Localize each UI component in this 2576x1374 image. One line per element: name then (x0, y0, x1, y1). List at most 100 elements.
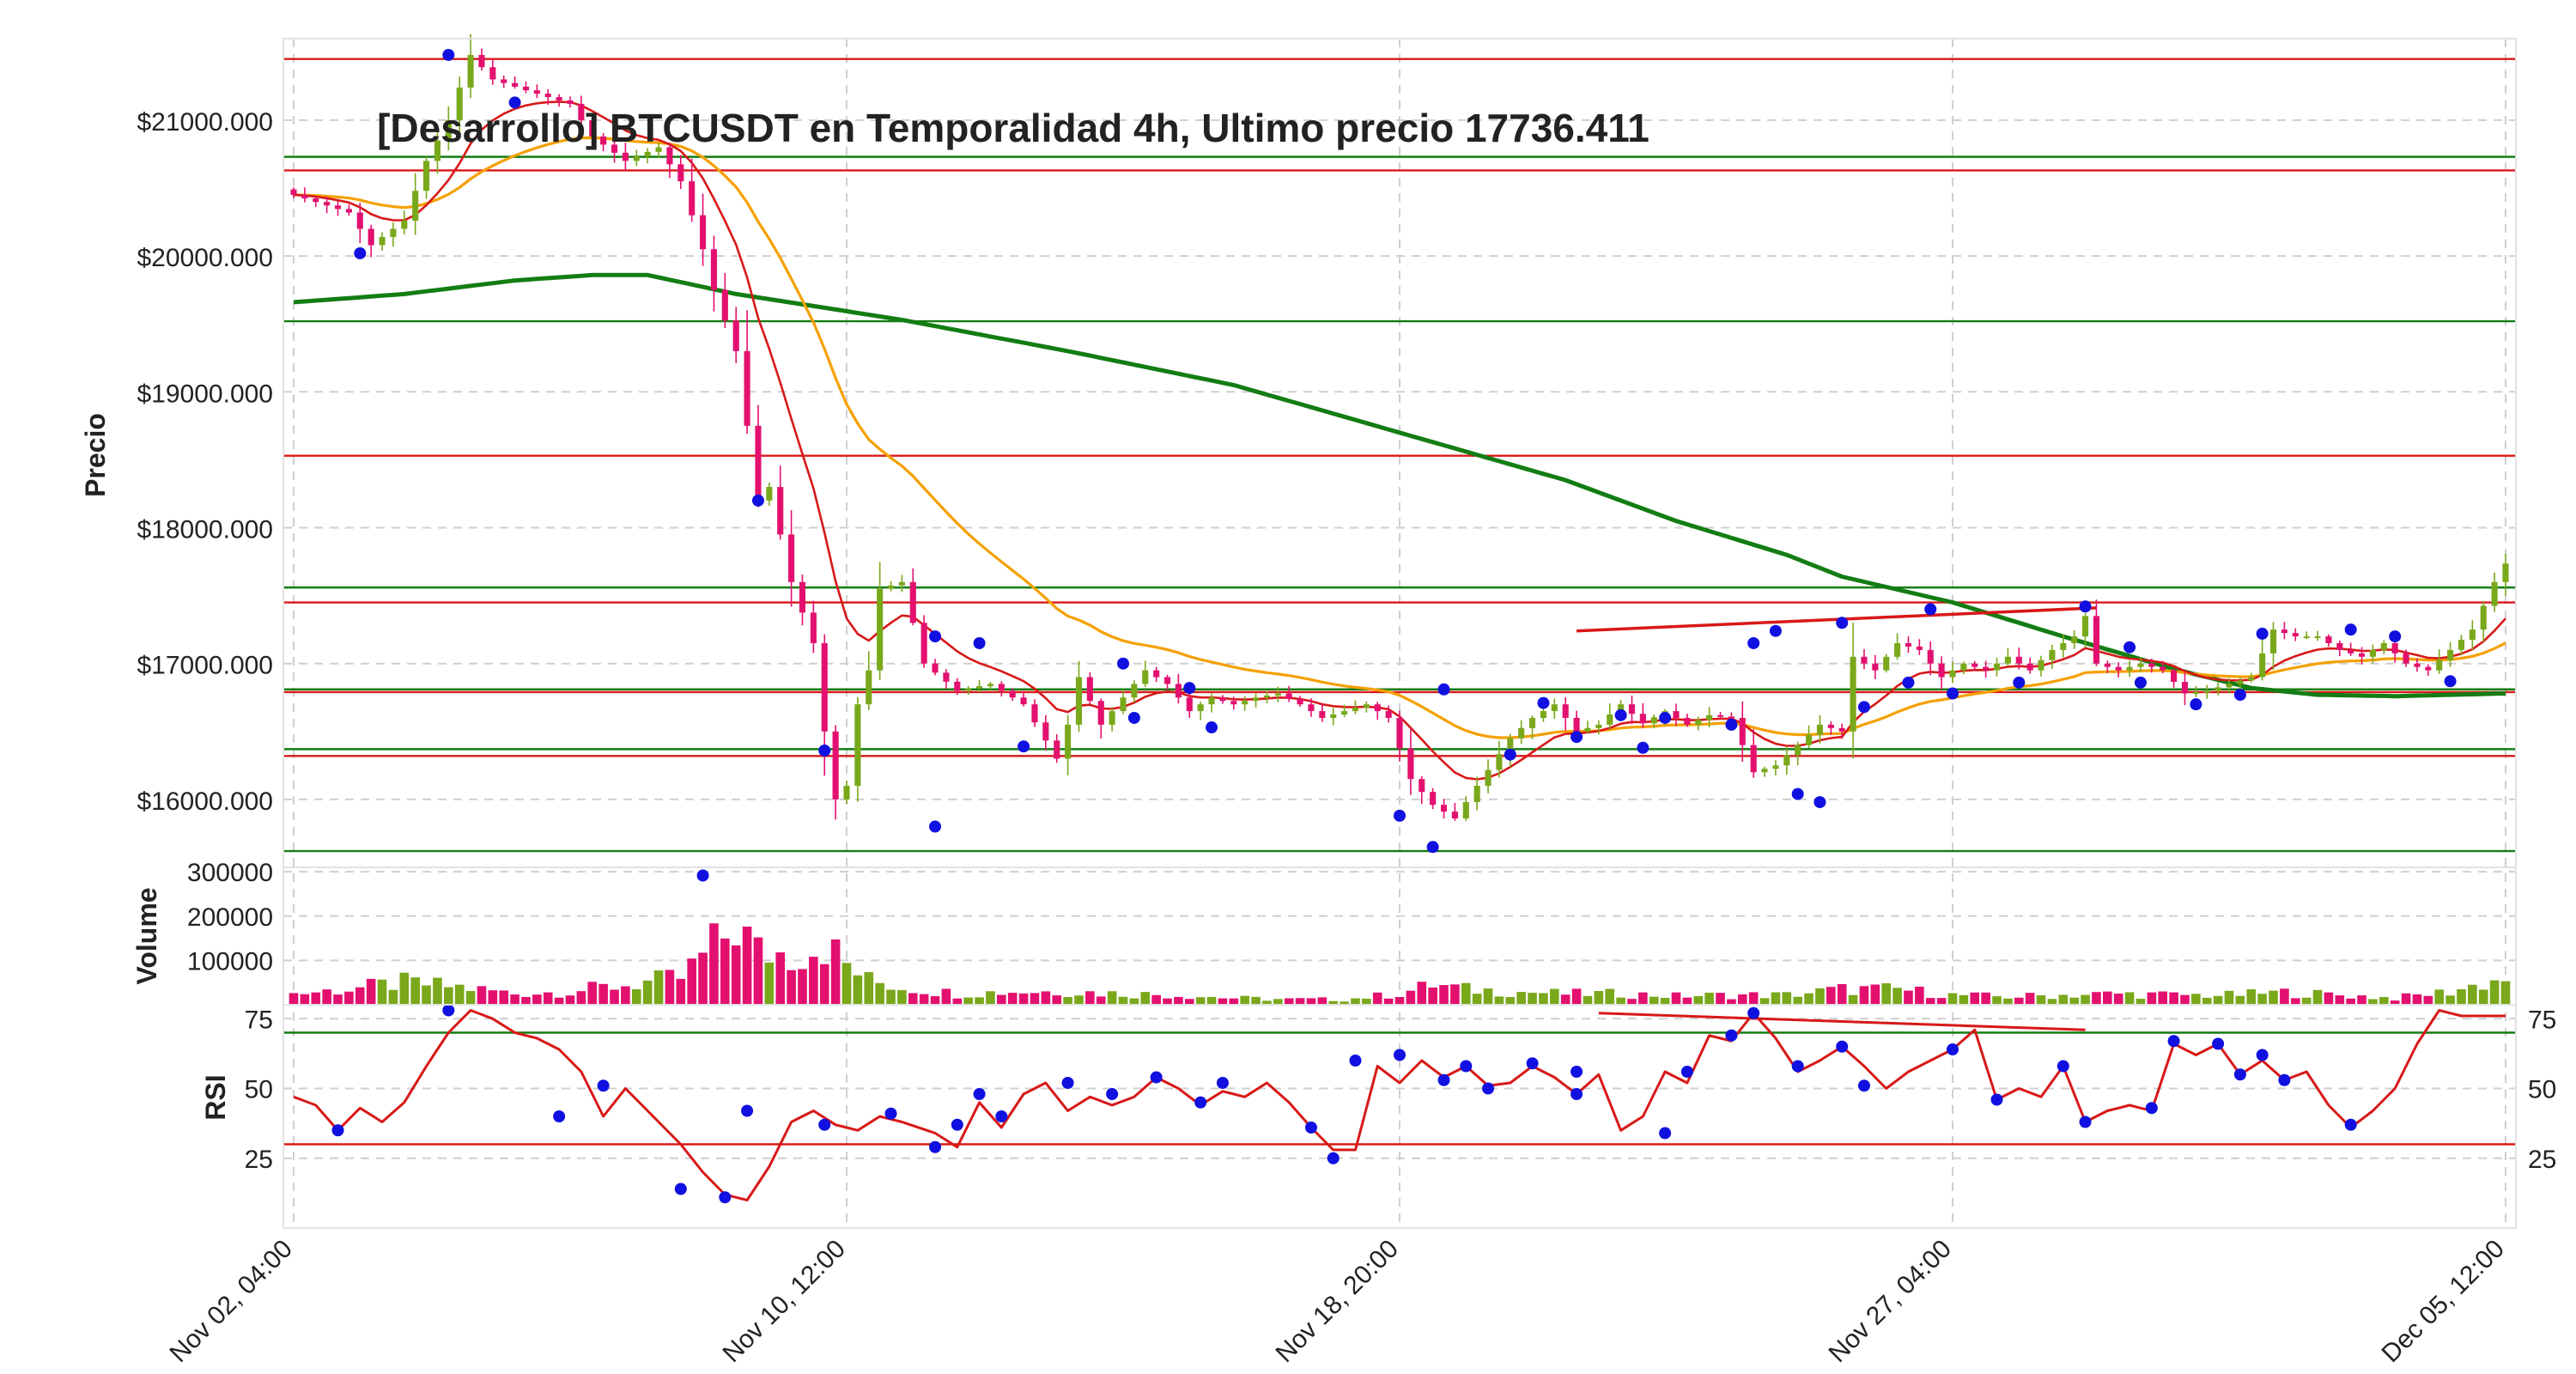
candle-body (423, 161, 430, 192)
candle-body (1628, 704, 1636, 714)
volume-bar (1925, 998, 1935, 1005)
price-tick-label: $16000.000 (137, 787, 274, 816)
candle-up (1584, 720, 1591, 734)
volume-bar (864, 972, 874, 1005)
volume-bar (1151, 994, 1161, 1005)
candle-up (2237, 677, 2244, 691)
volume-bar (1671, 992, 1681, 1005)
volume-bar (1163, 998, 1172, 1005)
volume-bar (819, 964, 829, 1005)
pivot-low-point (1127, 711, 1140, 724)
candle-down (1219, 695, 1226, 704)
candle-up (2436, 648, 2443, 674)
candle-body (854, 704, 861, 787)
pivot-high-point (2079, 600, 2092, 613)
pivot-high-point (2123, 641, 2136, 654)
volume-bar (775, 952, 786, 1005)
rsi-pivot-high-point (2256, 1049, 2269, 1061)
candle-body (1684, 717, 1691, 725)
pivot-low-point (1394, 809, 1406, 822)
candle-body (1219, 697, 1226, 702)
candle-body (501, 79, 507, 83)
candle-body (810, 612, 817, 643)
candle-body (1949, 670, 1956, 678)
candle-body (866, 670, 872, 705)
candle-down (2104, 660, 2111, 673)
volume-bar (499, 990, 509, 1005)
volume-bar (798, 969, 807, 1005)
volume-bar (908, 993, 918, 1005)
rsi-pivot-low-point (951, 1118, 963, 1131)
candle-body (2314, 636, 2321, 639)
candle-up (1341, 704, 1348, 717)
candle-up (445, 106, 452, 151)
pivot-low-point (1571, 731, 1583, 744)
candle-down (522, 81, 530, 94)
candle-down (589, 118, 596, 142)
volume-bar (410, 977, 420, 1005)
volume-bar (2500, 981, 2511, 1005)
candle-up (1706, 707, 1713, 727)
candle-body (1551, 704, 1558, 712)
candle-up (2192, 685, 2199, 697)
pivot-low-point (1206, 721, 1218, 734)
candle-body (556, 97, 562, 100)
volume-bar (1782, 992, 1792, 1005)
pivot-low-point (929, 820, 942, 833)
volume-bar (2180, 994, 2190, 1005)
candle-up (1263, 690, 1270, 704)
candle-body (2359, 653, 2366, 657)
candle-body (1485, 769, 1492, 787)
volume-bar (731, 945, 741, 1005)
candle-down (1186, 690, 1193, 719)
candle-body (1086, 677, 1093, 702)
candle-body (1496, 754, 1503, 770)
volume-bar (2169, 992, 2178, 1005)
volume-bar (1018, 993, 1029, 1005)
candle-down (544, 88, 551, 106)
volume-bar (1383, 998, 1394, 1005)
candle-body (1607, 714, 1613, 725)
volume-bar (1273, 999, 1283, 1005)
price-tick-label: $18000.000 (137, 516, 274, 544)
volume-bar (1893, 988, 1902, 1005)
rsi-pivot-high-point (1150, 1071, 1163, 1084)
candle-body (2348, 649, 2354, 654)
volume-bar (665, 970, 675, 1005)
volume-bar (2324, 992, 2334, 1005)
pivot-low-point (2190, 698, 2202, 711)
candle-up (2502, 553, 2509, 596)
candle-down (1086, 672, 1093, 704)
candle-body (898, 581, 905, 586)
candle-body (1042, 722, 1049, 741)
candle-body (2104, 663, 2111, 667)
candle-down (1407, 728, 1414, 795)
volume-bar (1362, 999, 1371, 1005)
candle-body (1772, 765, 1779, 769)
candle-up (1462, 795, 1469, 821)
volume-bar (2346, 998, 2355, 1005)
volume-bar (1915, 987, 1924, 1005)
candle-down (2171, 667, 2178, 688)
volume-bar (1306, 998, 1316, 1005)
volume-bar (1074, 995, 1084, 1005)
price-tick-label: $17000.000 (137, 652, 274, 680)
pivot-low-point (1947, 687, 1959, 700)
candle-body (700, 215, 707, 250)
candle-down (489, 58, 496, 85)
rsi-layer (283, 1009, 2516, 1201)
volume-bar (543, 992, 553, 1005)
pivot-low-point (2013, 676, 2026, 689)
candle-up (2071, 629, 2078, 649)
candle-body (1783, 755, 1790, 766)
volume-bar (621, 986, 630, 1005)
candle-body (2336, 642, 2343, 650)
volume-bar (997, 994, 1006, 1005)
volume-bar (388, 989, 398, 1005)
candle-down (567, 96, 574, 108)
rsi-pivot-low-point (1990, 1093, 2003, 1106)
volume-bar (2124, 992, 2135, 1005)
candle-body (290, 189, 297, 195)
pivot-high-point (1836, 617, 1849, 629)
rsi-pivot-high-point (2212, 1037, 2225, 1050)
